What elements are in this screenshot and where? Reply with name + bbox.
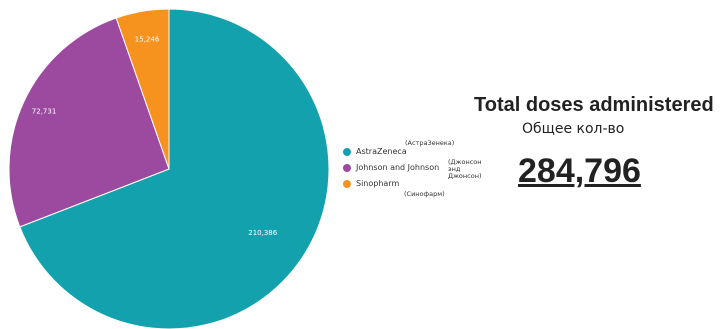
astrazeneca-dot-icon: [343, 147, 351, 156]
translation-sinopharm: (Синофарм): [404, 190, 445, 198]
translation-astrazeneca: (АстраЗенека): [405, 139, 455, 147]
pie-slice-astrazeneca[interactable]: [19, 8, 330, 329]
legend-label-sinopharm: Sinopharm: [356, 179, 400, 188]
legend-item-astrazeneca[interactable]: AstraZeneca: [343, 147, 407, 156]
legend-item-sinopharm[interactable]: Sinopharm: [343, 179, 399, 188]
sinopharm-dot-icon: [343, 179, 351, 188]
translation-johnson: (Джонсон энд Джонсон): [448, 158, 482, 180]
total-doses-title: Total doses administered: [474, 94, 714, 116]
pie-slice-sinopharm[interactable]: [115, 8, 170, 170]
legend-item-johnson[interactable]: Johnson and Johnson: [343, 163, 439, 172]
legend-label-astrazeneca: AstraZeneca: [356, 147, 407, 156]
total-doses-subtitle: Общее кол-во: [522, 121, 625, 137]
pie-chart: 210,386 72,731 15,246: [8, 8, 330, 329]
johnson-dot-icon: [343, 163, 351, 172]
legend-label-johnson: Johnson and Johnson: [356, 163, 440, 172]
slice-value-label: 72,731: [32, 107, 57, 115]
slice-value-label: 210,386: [248, 229, 277, 237]
total-doses-value: 284,796: [518, 152, 641, 190]
slice-value-label: 15,246: [135, 36, 160, 44]
pie-slice-johnson-and-johnson[interactable]: [8, 17, 170, 228]
